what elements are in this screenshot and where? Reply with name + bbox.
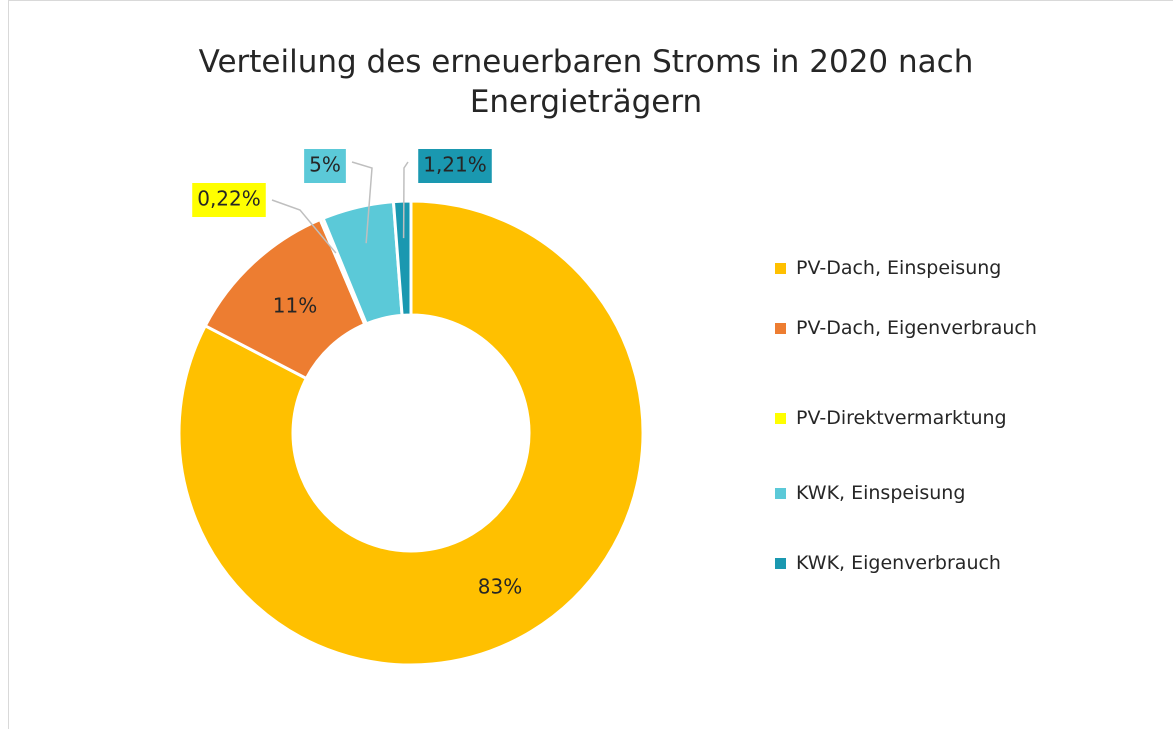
data-label-box (304, 149, 346, 183)
leader-line (271, 199, 337, 254)
data-label: 5% (309, 153, 341, 177)
legend-label: PV-Dach, Eigenverbrauch (796, 317, 1037, 339)
data-label-box (418, 149, 492, 183)
legend-item: PV-Dach, Eigenverbrauch (775, 313, 1046, 343)
legend-label: PV-Direktvermarktung (796, 407, 1007, 429)
leader-line (402, 161, 409, 239)
legend-label: KWK, Einspeisung (796, 482, 966, 504)
legend-swatch (775, 263, 786, 274)
legend-label: PV-Dach, Einspeisung (796, 257, 1002, 279)
legend-swatch (775, 413, 786, 424)
data-label-box (192, 183, 266, 217)
legend-item: KWK, Einspeisung (775, 478, 1046, 508)
legend-swatch (775, 558, 786, 569)
legend-label: KWK, Eigenverbrauch (796, 552, 1001, 574)
legend-item: PV-Direktvermarktung (775, 403, 1046, 433)
legend-swatch (775, 488, 786, 499)
data-label: 11% (273, 294, 317, 318)
legend-item: KWK, Eigenverbrauch (775, 548, 1046, 578)
donut-slice (177, 199, 645, 667)
leader-line (351, 161, 373, 244)
donut-slice (391, 199, 413, 317)
frame (8, 0, 1173, 729)
legend-item: PV-Dach, Einspeisung (775, 253, 1046, 283)
data-label: 83% (478, 575, 522, 599)
legend-swatch (775, 323, 786, 334)
data-label: 1,21% (423, 153, 487, 177)
data-label: 0,22% (197, 187, 261, 211)
chart-title: Verteilung des erneuerbaren Stroms in 20… (198, 44, 974, 120)
